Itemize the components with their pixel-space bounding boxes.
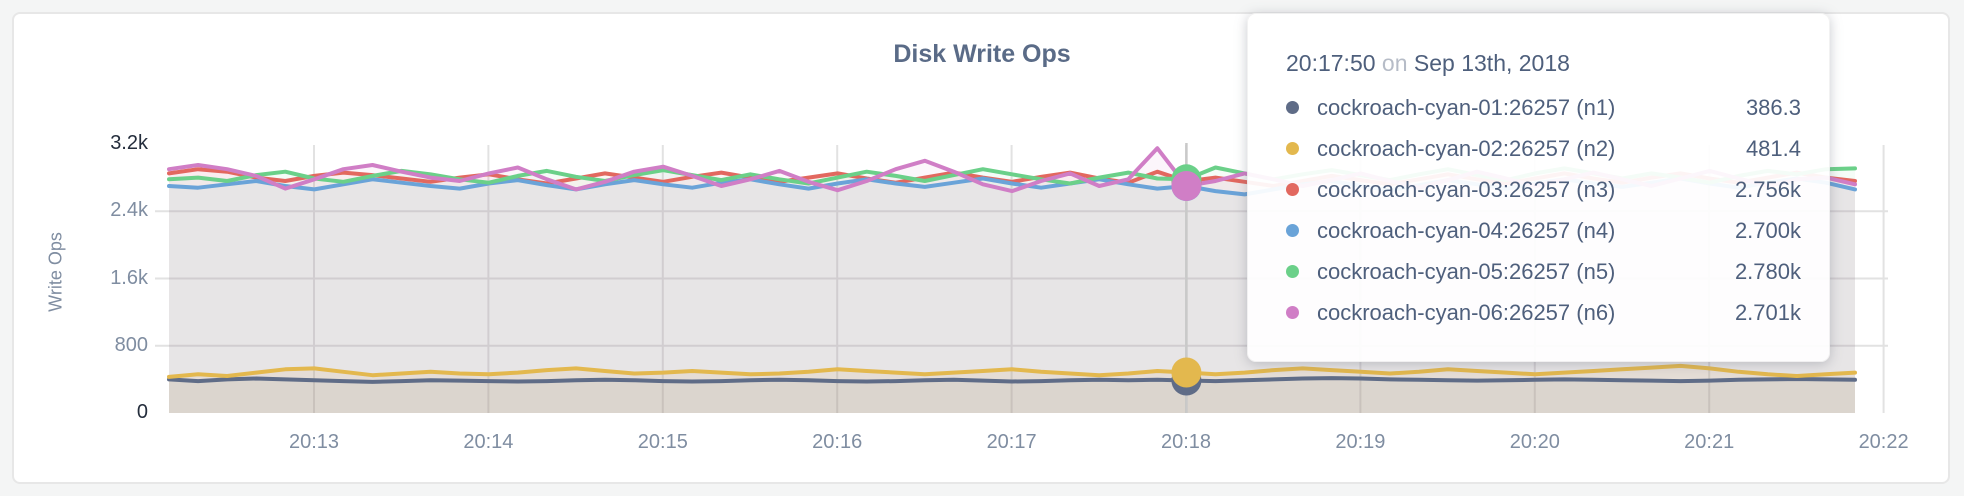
- tooltip-series-value: 2.756k: [1734, 176, 1801, 202]
- x-tick-label: 20:13: [288, 431, 340, 453]
- chart-title: Disk Write Ops: [893, 40, 1071, 68]
- tooltip-rows: cockroach-cyan-01:26257 (n1) 386.3 cockroa…: [1286, 87, 1801, 333]
- tooltip-series-label: cockroach-cyan-05:26257 (n5): [1317, 258, 1616, 284]
- series-dot-icon: [1286, 101, 1299, 114]
- tooltip-row: cockroach-cyan-02:26257 (n2) 481.4: [1286, 128, 1801, 169]
- tooltip-series-value: 481.4: [1745, 135, 1801, 161]
- tooltip-header: 20:17:50 on Sep 13th, 2018: [1286, 50, 1801, 77]
- series-dot-icon: [1286, 183, 1299, 196]
- hover-point-dot-n6: [1171, 170, 1202, 201]
- y-tick-label: 2.4k: [110, 199, 148, 222]
- hover-point-dot-n2: [1171, 357, 1202, 388]
- series-dot-icon: [1286, 306, 1299, 319]
- y-axis-title: Write Ops: [45, 232, 66, 312]
- x-tick-label: 20:18: [1160, 431, 1212, 453]
- x-tick-label: 20:14: [463, 431, 514, 453]
- tooltip-series-label: cockroach-cyan-01:26257 (n1): [1317, 94, 1616, 120]
- tooltip-series-label: cockroach-cyan-04:26257 (n4): [1317, 217, 1616, 243]
- x-tick-label: 20:19: [1335, 431, 1386, 453]
- tooltip-row: cockroach-cyan-01:26257 (n1) 386.3: [1286, 87, 1801, 128]
- x-tick-label: 20:15: [637, 431, 688, 453]
- series-area-n1: [169, 378, 1855, 413]
- tooltip-series-label: cockroach-cyan-06:26257 (n6): [1317, 299, 1616, 325]
- x-tick-label: 20:22: [1858, 431, 1909, 453]
- tooltip-row: cockroach-cyan-03:26257 (n3) 2.756k: [1286, 169, 1801, 210]
- tooltip-series-value: 2.701k: [1734, 299, 1801, 325]
- tooltip-row: cockroach-cyan-04:26257 (n4) 2.700k: [1286, 210, 1801, 251]
- tooltip-series-value: 386.3: [1745, 94, 1801, 120]
- tooltip-date: Sep 13th, 2018: [1413, 50, 1570, 76]
- series-line-n1: [167, 376, 1857, 384]
- tooltip-series-value: 2.780k: [1734, 258, 1801, 284]
- tooltip-row: cockroach-cyan-05:26257 (n5) 2.780k: [1286, 251, 1801, 292]
- x-tick-label: 20:21: [1684, 431, 1735, 453]
- y-tick-label: 1.6k: [110, 266, 148, 289]
- tooltip-time: 20:17:50: [1286, 50, 1376, 76]
- series-dot-icon: [1286, 265, 1299, 278]
- y-tick-label: 0: [136, 401, 148, 423]
- chart-tooltip: 20:17:50 on Sep 13th, 2018 cockroach-cya…: [1247, 13, 1830, 362]
- x-tick-label: 20:20: [1509, 431, 1560, 453]
- y-tick-label: 3.2k: [110, 132, 148, 154]
- tooltip-conjunction: on: [1381, 50, 1408, 76]
- tooltip-row: cockroach-cyan-06:26257 (n6) 2.701k: [1286, 292, 1801, 333]
- series-dot-icon: [1286, 142, 1299, 155]
- tooltip-series-label: cockroach-cyan-02:26257 (n2): [1317, 135, 1616, 161]
- x-tick-label: 20:16: [812, 431, 863, 453]
- tooltip-series-value: 2.700k: [1734, 217, 1801, 243]
- tooltip-series-label: cockroach-cyan-03:26257 (n3): [1317, 176, 1616, 202]
- y-tick-label: 800: [114, 333, 148, 356]
- series-area-n2: [169, 365, 1855, 413]
- series-line-n2: [167, 363, 1857, 379]
- x-tick-label: 20:17: [986, 431, 1037, 453]
- series-dot-icon: [1286, 224, 1299, 237]
